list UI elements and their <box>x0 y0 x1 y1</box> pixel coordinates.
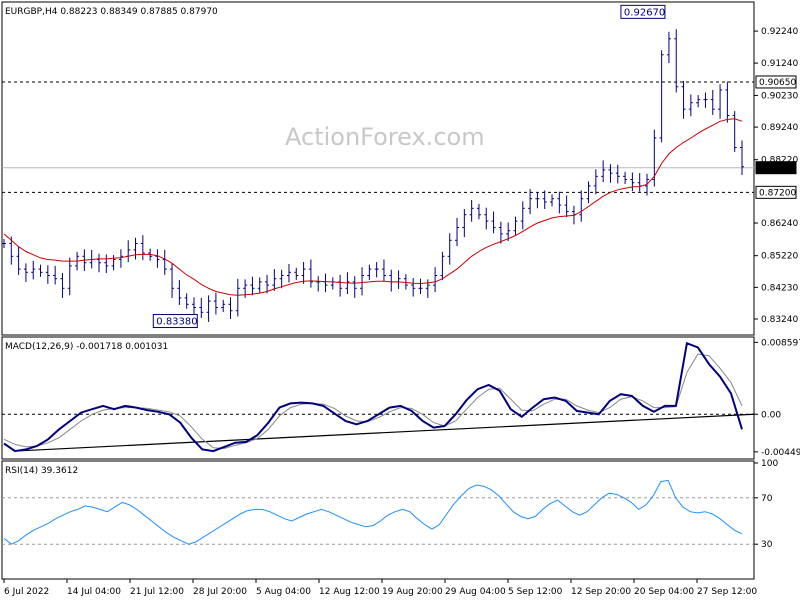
time-tick-label: 14 Jul 04:00 <box>67 587 121 597</box>
price-level-tag <box>755 75 797 89</box>
macd-panel-frame <box>1 336 755 460</box>
price-tick-label: 0.88220 <box>761 156 798 166</box>
time-tick-label: 19 Aug 20:00 <box>382 587 443 597</box>
price-tick-label: 0.92240 <box>761 27 798 37</box>
moving-average-line <box>3 118 743 296</box>
price-level-label: 0.87200 <box>759 188 796 198</box>
price-level-label: 0.90650 <box>759 78 796 88</box>
time-tick-label: 12 Aug 12:00 <box>319 587 380 597</box>
extreme-label: 0.92670 <box>624 7 665 18</box>
macd-title: MACD(12,26,9) -0.001718 0.001031 <box>5 342 168 352</box>
macd-panel[interactable]: MACD(12,26,9) -0.001718 0.001031 <box>1 336 755 460</box>
rsi-axis: 100 70 30 <box>754 459 778 550</box>
price-level-tag <box>755 161 797 175</box>
rsi-tick-label: 100 <box>761 459 778 469</box>
price-tick-label: 0.91240 <box>761 59 798 69</box>
time-tick-label: 20 Sep 04:00 <box>634 587 694 597</box>
macd-tick-label: 0.008597 <box>761 338 800 348</box>
macd-line <box>3 341 743 453</box>
extreme-tag <box>152 314 198 329</box>
price-levels <box>2 81 754 193</box>
macd-tick-label: 0.00 <box>761 410 781 420</box>
extreme-label: 0.83380 <box>156 317 197 328</box>
time-tick-label: 29 Aug 04:00 <box>445 587 506 597</box>
time-tick-label: 27 Sep 12:00 <box>697 587 757 597</box>
price-panel-frame <box>1 1 755 336</box>
watermark: ActionForex.com <box>285 123 485 151</box>
price-tick-label: 0.90230 <box>761 91 798 101</box>
rsi-panel-frame <box>1 460 755 580</box>
price-level-label: 0.87970 <box>759 164 796 174</box>
macd-tick-label: -0.004491 <box>761 448 800 458</box>
price-level-tag <box>755 185 797 199</box>
price-tick-label: 0.89240 <box>761 123 798 133</box>
macd-axis: 0.008597 0.00 -0.004491 <box>754 338 800 458</box>
rsi-title: RSI(14) 39.3612 <box>5 466 78 476</box>
price-axis: 0.92240 0.91240 0.90230 0.89240 0.88220 0.862… <box>754 27 798 325</box>
time-tick-label: 5 Sep 12:00 <box>508 587 563 597</box>
price-tick-label: 0.85220 <box>761 252 798 262</box>
price-panel[interactable]: ActionForex.com EURGBP,H4 0.88223 0.8834… <box>1 1 755 336</box>
time-tick-label: 12 Sep 20:00 <box>571 587 631 597</box>
time-tick-label: 6 Jul 2022 <box>4 587 49 597</box>
rsi-tick-label: 70 <box>761 494 773 504</box>
time-axis: 6 Jul 2022 14 Jul 04:00 21 Jul 12:00 28 Jul… <box>3 579 757 597</box>
price-tick-label: 0.83240 <box>761 315 798 325</box>
time-tick-label: 21 Jul 12:00 <box>130 587 184 597</box>
price-tick-label: 0.84230 <box>761 283 798 293</box>
time-tick-label: 5 Aug 04:00 <box>256 587 311 597</box>
price-bars <box>2 29 744 322</box>
price-title: EURGBP,H4 0.88223 0.88349 0.87885 0.8797… <box>5 7 218 17</box>
rsi-panel[interactable]: RSI(14) 39.3612 <box>1 460 755 580</box>
signal-line <box>3 353 743 450</box>
rsi-line <box>3 479 743 545</box>
extreme-tag <box>620 4 666 19</box>
macd-trendline <box>14 413 755 452</box>
price-tick-label: 0.86240 <box>761 219 798 229</box>
rsi-tick-label: 30 <box>761 540 773 550</box>
price-extremes: 0.92670 0.83380 <box>152 4 666 329</box>
time-tick-label: 28 Jul 20:00 <box>193 587 247 597</box>
